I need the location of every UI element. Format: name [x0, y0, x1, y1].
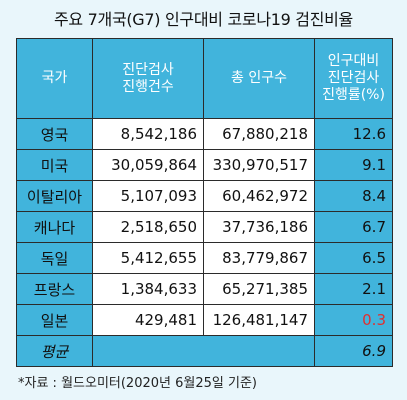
tests-cell: 1,384,633: [92, 273, 204, 305]
average-empty-cell: [92, 335, 315, 367]
country-cell: 캐나다: [16, 211, 93, 243]
country-cell: 독일: [16, 242, 93, 274]
rate-cell: 8.4: [314, 180, 393, 212]
country-cell: 프랑스: [16, 273, 93, 305]
table-row: 캐나다 2,518,650 37,736,186 6.7: [16, 211, 393, 243]
country-cell: 미국: [16, 149, 93, 181]
average-rate: 6.9: [314, 335, 393, 367]
header-row: 국가 진단검사 진행건수 총 인구수 인구대비 진단검사 진행률(%): [16, 38, 393, 119]
country-cell: 이탈리아: [16, 180, 93, 212]
population-cell: 83,779,867: [203, 242, 315, 274]
rate-cell: 2.1: [314, 273, 393, 305]
rate-cell: 6.7: [314, 211, 393, 243]
population-cell: 67,880,218: [203, 118, 315, 150]
tests-cell: 5,412,655: [92, 242, 204, 274]
header-population: 총 인구수: [203, 38, 315, 119]
data-table: 국가 진단검사 진행건수 총 인구수 인구대비 진단검사 진행률(%) 영국 8,…: [16, 38, 393, 367]
page-title: 주요 7개국(G7) 인구대비 코로나19 검진비율: [54, 10, 353, 29]
header-tests: 진단검사 진행건수: [92, 38, 204, 119]
tests-cell: 429,481: [92, 304, 204, 336]
average-label: 평균: [16, 335, 93, 367]
population-cell: 126,481,147: [203, 304, 315, 336]
country-cell: 일본: [16, 304, 93, 336]
rate-cell: 12.6: [314, 118, 393, 150]
population-cell: 65,271,385: [203, 273, 315, 305]
population-cell: 60,462,972: [203, 180, 315, 212]
tests-cell: 5,107,093: [92, 180, 204, 212]
rate-cell: 9.1: [314, 149, 393, 181]
source-footnote: *자료 : 월드오미터(2020년 6월25일 기준): [18, 376, 257, 391]
tests-cell: 30,059,864: [92, 149, 204, 181]
table-row: 이탈리아 5,107,093 60,462,972 8.4: [16, 180, 393, 212]
table-row: 프랑스 1,384,633 65,271,385 2.1: [16, 273, 393, 305]
average-row: 평균 6.9: [16, 335, 393, 367]
tests-cell: 8,542,186: [92, 118, 204, 150]
table-row: 독일 5,412,655 83,779,867 6.5: [16, 242, 393, 274]
rate-cell: 0.3: [314, 304, 393, 336]
table-row: 일본 429,481 126,481,147 0.3: [16, 304, 393, 336]
population-cell: 330,970,517: [203, 149, 315, 181]
population-cell: 37,736,186: [203, 211, 315, 243]
tests-cell: 2,518,650: [92, 211, 204, 243]
country-cell: 영국: [16, 118, 93, 150]
header-country: 국가: [16, 38, 93, 119]
table-row: 미국 30,059,864 330,970,517 9.1: [16, 149, 393, 181]
header-rate: 인구대비 진단검사 진행률(%): [314, 38, 393, 119]
table-row: 영국 8,542,186 67,880,218 12.6: [16, 118, 393, 150]
rate-cell: 6.5: [314, 242, 393, 274]
